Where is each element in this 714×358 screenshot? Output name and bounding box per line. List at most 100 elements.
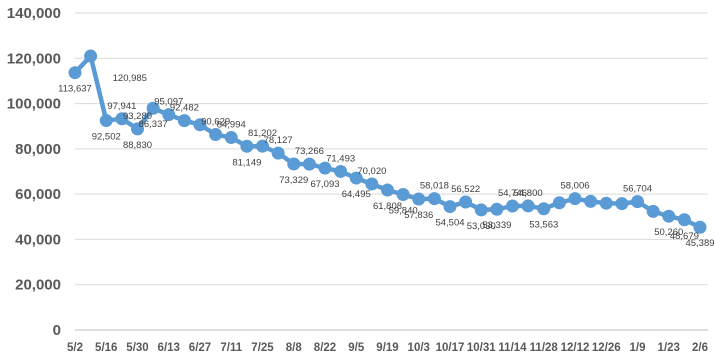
data-label: 67,093	[310, 179, 339, 190]
y-tick-label: 80,000	[15, 141, 61, 158]
data-label: 90,629	[201, 117, 230, 128]
data-label: 56,704	[623, 184, 652, 195]
data-label: 120,985	[113, 73, 147, 84]
x-tick-label: 9/5	[348, 342, 365, 354]
data-point	[537, 202, 551, 216]
data-label: 54,746	[498, 188, 527, 199]
data-point	[193, 118, 207, 132]
data-label: 95,097	[154, 97, 183, 108]
data-label: 73,329	[279, 175, 308, 186]
data-point	[302, 157, 316, 171]
y-tick-label: 20,000	[15, 277, 61, 294]
y-tick-label: 0	[53, 322, 61, 339]
x-tick-label: 5/16	[95, 342, 117, 354]
data-label: 81,202	[248, 128, 277, 139]
data-label: 58,018	[420, 181, 449, 192]
data-point	[256, 139, 269, 153]
series-layer	[68, 49, 707, 234]
x-tick-label: 8/8	[286, 342, 303, 354]
x-tick-label: 12/26	[592, 342, 621, 354]
x-tick-label: 2/6	[692, 342, 708, 354]
data-label: 93,280	[123, 111, 152, 122]
x-tick-label: 10/3	[408, 342, 430, 354]
data-label: 73,266	[295, 146, 324, 157]
data-point	[521, 199, 535, 213]
data-point	[318, 161, 332, 175]
data-label: 59,840	[389, 206, 418, 217]
data-label: 84,994	[217, 120, 246, 131]
data-label: 88,830	[123, 140, 152, 151]
y-tick-label: 100,000	[7, 96, 61, 113]
x-tick-label: 5/2	[67, 342, 83, 354]
data-point	[459, 195, 473, 209]
x-tick-label: 5/30	[126, 342, 148, 354]
data-label: 86,337	[139, 119, 168, 130]
data-label: 70,020	[357, 166, 386, 177]
x-tick-label: 9/19	[376, 342, 398, 354]
data-point	[490, 202, 504, 216]
data-point	[506, 199, 519, 213]
data-label: 78,127	[264, 135, 293, 146]
data-point	[240, 139, 254, 153]
data-label: 54,800	[514, 188, 543, 199]
data-point	[146, 101, 160, 115]
x-tick-label: 7/11	[220, 342, 242, 354]
x-tick-label: 7/25	[251, 342, 274, 354]
data-point	[209, 128, 223, 142]
data-label: 81,149	[232, 157, 261, 168]
data-point	[68, 66, 82, 80]
data-point	[693, 220, 707, 234]
gridlines	[75, 12, 708, 331]
data-point	[271, 146, 285, 160]
y-tick-label: 40,000	[15, 231, 61, 248]
data-label: 97,941	[107, 101, 136, 112]
data-point	[412, 192, 426, 206]
data-label: 57,836	[404, 210, 433, 221]
x-tick-label: 12/12	[561, 342, 590, 354]
y-tick-label: 60,000	[15, 186, 61, 203]
data-point	[99, 114, 113, 128]
data-point	[381, 183, 394, 197]
data-label: 71,493	[326, 153, 355, 164]
x-axis-ticks: 5/2 5/16 5/30 6/13 6/27 7/11 7/25 8/8 8/22 9/5 9/1…	[67, 342, 708, 354]
data-point	[677, 213, 691, 227]
data-label: 64,495	[342, 189, 371, 200]
x-tick-label: 8/22	[314, 342, 336, 354]
y-tick-label: 140,000	[7, 5, 61, 22]
x-tick-label: 10/17	[436, 342, 465, 354]
x-tick-label: 11/14	[498, 342, 527, 354]
data-point	[84, 49, 98, 63]
data-point	[349, 171, 363, 185]
data-point	[615, 197, 629, 211]
x-tick-label: 6/27	[189, 342, 211, 354]
data-point	[115, 112, 129, 126]
data-point	[131, 122, 144, 136]
data-point	[162, 108, 176, 122]
data-label: 54,504	[435, 218, 464, 229]
data-point	[427, 192, 441, 206]
x-tick-label: 6/13	[158, 342, 180, 354]
data-label: 113,637	[58, 84, 92, 95]
y-axis-ticks: 0 20,000 40,000 60,000 80,000 100,000 120,000 1…	[7, 5, 61, 339]
data-point	[474, 203, 488, 217]
data-label: 56,522	[451, 184, 480, 195]
data-label: 61,808	[373, 201, 402, 212]
data-label: 53,030	[467, 221, 496, 232]
data-point	[646, 204, 660, 218]
data-point	[584, 194, 598, 208]
data-label: 50,260	[654, 227, 683, 238]
data-label: 45,389	[685, 238, 714, 249]
data-point	[396, 188, 410, 202]
data-point	[599, 196, 613, 210]
x-tick-label: 10/31	[467, 342, 496, 354]
data-label: 48,679	[670, 231, 699, 242]
data-point	[552, 196, 566, 210]
data-label: 92,502	[92, 132, 121, 143]
x-tick-label: 1/9	[630, 342, 646, 354]
y-tick-label: 120,000	[7, 50, 61, 67]
data-label: 58,006	[560, 181, 589, 192]
data-point	[662, 209, 676, 223]
